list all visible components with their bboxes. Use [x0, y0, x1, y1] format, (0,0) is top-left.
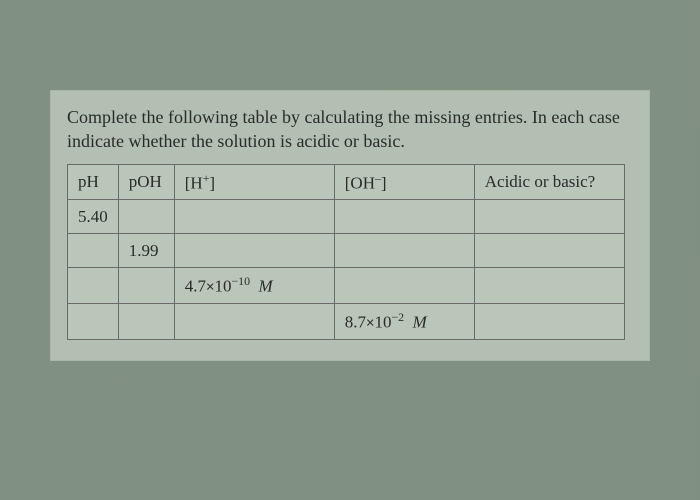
cell-oh	[334, 200, 474, 234]
question-box: Complete the following table by calculat…	[50, 90, 650, 361]
header-h: [H+]	[174, 164, 334, 200]
cell-h	[174, 234, 334, 268]
cell-ab	[474, 234, 624, 268]
cell-ph	[68, 234, 119, 268]
header-acid-basic: Acidic or basic?	[474, 164, 624, 200]
cell-ph	[68, 268, 119, 304]
chemistry-table: pH pOH [H+] [OH–] Acidic or basic? 5.40 …	[67, 164, 625, 340]
instruction-text: Complete the following table by calculat…	[67, 105, 633, 154]
cell-oh	[334, 268, 474, 304]
header-ph: pH	[68, 164, 119, 200]
header-oh: [OH–]	[334, 164, 474, 200]
cell-h	[174, 303, 334, 339]
cell-ab	[474, 268, 624, 304]
table-row: 1.99	[68, 234, 625, 268]
cell-oh: 8.7×10−2 M	[334, 303, 474, 339]
cell-h: 4.7×10−10 M	[174, 268, 334, 304]
cell-ab	[474, 303, 624, 339]
cell-h	[174, 200, 334, 234]
cell-poh	[118, 200, 174, 234]
cell-ph: 5.40	[68, 200, 119, 234]
cell-poh: 1.99	[118, 234, 174, 268]
table-row: 8.7×10−2 M	[68, 303, 625, 339]
cell-oh	[334, 234, 474, 268]
cell-ph	[68, 303, 119, 339]
cell-poh	[118, 268, 174, 304]
table-row: 5.40	[68, 200, 625, 234]
table-row: 4.7×10−10 M	[68, 268, 625, 304]
cell-ab	[474, 200, 624, 234]
header-poh: pOH	[118, 164, 174, 200]
cell-poh	[118, 303, 174, 339]
table-header-row: pH pOH [H+] [OH–] Acidic or basic?	[68, 164, 625, 200]
